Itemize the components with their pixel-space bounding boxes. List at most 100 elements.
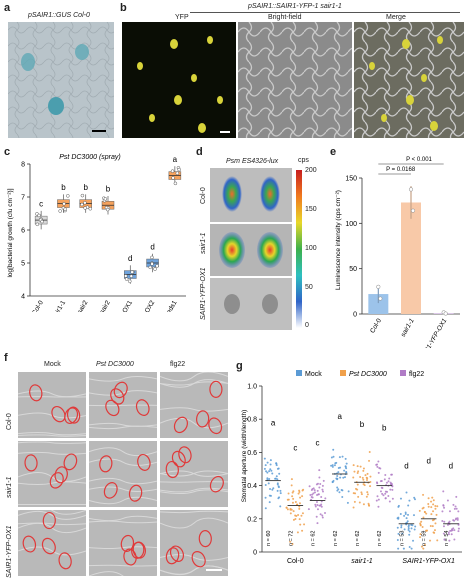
data-point [375, 463, 378, 466]
panel-b-sub-brightfield: Bright-field [268, 14, 302, 21]
data-point [290, 484, 293, 487]
data-point [407, 513, 410, 516]
data-point [320, 505, 323, 508]
data-point [88, 206, 93, 211]
data-point [340, 489, 343, 492]
data-point [343, 476, 346, 479]
data-point [434, 504, 437, 507]
legend-label: flg22 [409, 371, 424, 378]
data-point [435, 513, 438, 516]
data-point [301, 512, 304, 515]
panel-label-a: a [4, 2, 11, 14]
stoma-outline [191, 551, 206, 568]
data-point [387, 495, 390, 498]
data-point [148, 265, 152, 270]
data-point [375, 499, 378, 502]
data-point [345, 467, 348, 470]
data-point [354, 492, 357, 495]
data-point [452, 503, 455, 506]
data-point [412, 514, 415, 517]
sample-size-label: n = 60 [266, 531, 272, 546]
chart-g-category-label: sair1-1 [351, 558, 373, 565]
data-point [331, 465, 334, 468]
data-point [408, 499, 411, 502]
data-point [356, 465, 359, 468]
data-point [105, 207, 110, 212]
data-point [369, 485, 372, 488]
data-point [335, 477, 338, 480]
data-point [266, 471, 269, 474]
data-point [379, 467, 382, 470]
chart-c-category-label: Col-0 [31, 299, 45, 312]
data-point [316, 482, 319, 485]
data-point [376, 284, 381, 289]
data-point [413, 496, 416, 499]
chart-e-category-label: sair1-1 [400, 317, 416, 338]
data-point [269, 463, 272, 466]
data-point [301, 495, 304, 498]
data-point [353, 500, 356, 503]
data-point [411, 524, 414, 527]
legend-swatch [340, 370, 346, 376]
chart-c-category-label: sair1 sair2 [91, 299, 112, 312]
data-point [450, 533, 453, 536]
data-point [314, 503, 317, 506]
data-point [383, 478, 386, 481]
data-point [173, 181, 178, 186]
chart-e-ytick-label: 0 [353, 312, 357, 319]
data-point [457, 530, 460, 533]
stoma-outline [49, 472, 64, 489]
data-point [423, 511, 426, 514]
data-point [296, 531, 299, 534]
data-point [441, 510, 444, 513]
stoma-outline [51, 405, 66, 423]
data-point [316, 508, 319, 511]
data-point [279, 492, 282, 495]
data-point [336, 474, 339, 477]
data-point [300, 514, 303, 517]
data-point [334, 462, 337, 465]
data-point [404, 512, 407, 515]
chart-c-category-label: OX2 [144, 299, 157, 312]
data-point [308, 485, 311, 488]
data-point [316, 489, 319, 492]
data-point [427, 502, 430, 505]
data-point [414, 525, 417, 528]
stomata-micrograph [160, 441, 228, 507]
sig-letter: c [293, 443, 297, 452]
chart-e-category-label: Col-0 [369, 317, 383, 334]
data-point [263, 457, 266, 460]
data-point [124, 274, 128, 278]
panel-label-e: e [330, 146, 337, 158]
data-point [321, 514, 324, 517]
data-point [422, 506, 425, 509]
data-point [40, 219, 44, 224]
chart-c-ylabel: log[bacterial growth (cfu cm⁻²)] [7, 188, 14, 277]
colorbar-label: cps [298, 157, 309, 164]
data-point [297, 513, 300, 516]
stoma-outline [66, 406, 81, 424]
data-point [62, 202, 66, 206]
data-point [279, 489, 282, 492]
data-point [390, 473, 393, 476]
chart-e-ytick-label: 150 [345, 176, 357, 183]
data-point [427, 497, 430, 500]
data-point [307, 508, 310, 511]
panel-label-c: c [4, 146, 11, 158]
legend-label: Pst DC3000 [349, 371, 387, 378]
sample-size-label: n = 62 [355, 531, 361, 546]
chart-g-ytick-label: 0.8 [247, 417, 257, 424]
data-point [265, 470, 268, 473]
data-point [291, 501, 294, 504]
sig-letter: c [316, 438, 320, 447]
panel-label-b: b [120, 2, 127, 14]
data-point [103, 197, 108, 201]
panel-b-sub-merge: Merge [386, 14, 406, 21]
data-point [337, 488, 340, 491]
data-point [63, 207, 67, 211]
data-point [315, 501, 318, 504]
data-point [441, 520, 444, 523]
data-point [434, 507, 437, 510]
data-point [319, 483, 322, 486]
chart-e: Luminescence intensity (cps cm⁻²) 0 50 100… [335, 157, 460, 348]
